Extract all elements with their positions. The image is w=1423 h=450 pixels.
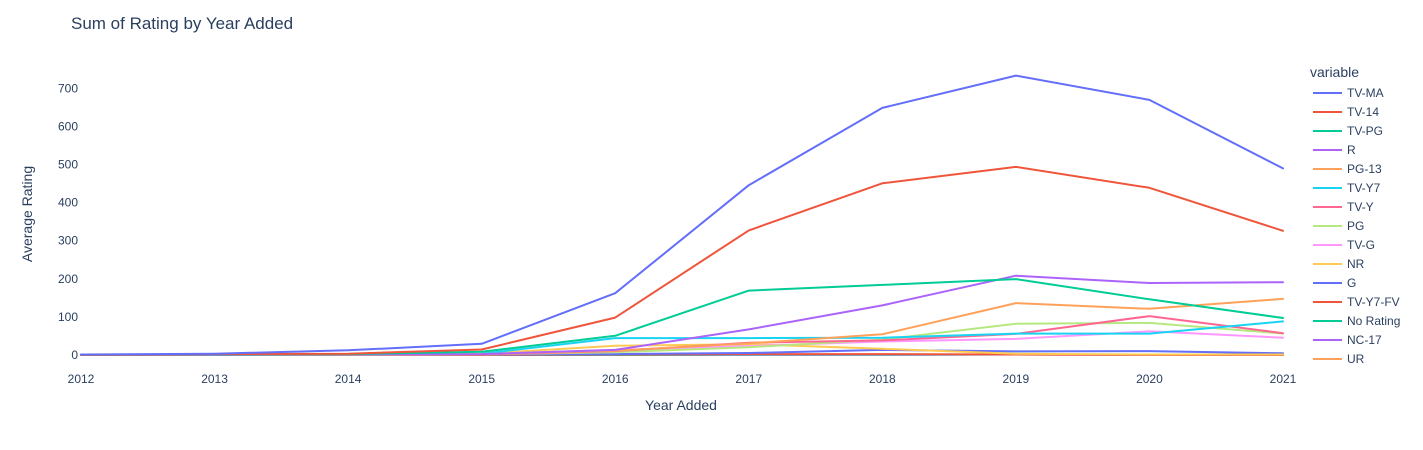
series-line-r [80,274,1284,356]
legend-label: NC-17 [1347,333,1382,347]
legend-label: R [1347,143,1356,157]
legend-item[interactable]: TV-Y [1313,200,1374,214]
x-axis-title: Year Added [645,397,717,413]
y-axis-ticks: 0 100 200 300 400 500 600 700 [58,82,78,362]
series-line-pg-13 [80,297,1284,356]
x-tick-label: 2015 [468,372,495,386]
legend-label: TV-MA [1347,86,1384,100]
legend: variable TV-MA TV-14 TV-PG R PG-13 TV-Y7 TV-Y P… [1310,64,1400,366]
legend-label: TV-Y [1347,200,1374,214]
x-axis-ticks: 2012 2013 2014 2015 2016 2017 2018 2019 2020 2021 [68,372,1297,386]
legend-label: TV-G [1347,238,1375,252]
legend-item[interactable]: R [1313,143,1356,157]
chart-title: Sum of Rating by Year Added [71,14,293,33]
x-tick-label: 2013 [201,372,228,386]
legend-label: PG [1347,219,1364,233]
legend-label: UR [1347,352,1365,366]
series-line-tv-ma [80,74,1284,356]
legend-item[interactable]: TV-Y7 [1313,181,1381,195]
x-tick-label: 2021 [1270,372,1297,386]
y-tick-label: 500 [58,158,78,172]
series-line-tv-pg [80,278,1284,356]
series-line-tv-14 [80,165,1284,356]
legend-item[interactable]: PG [1313,219,1364,233]
legend-item[interactable]: TV-Y7-FV [1313,295,1400,309]
y-axis-title: Average Rating [19,166,35,262]
y-tick-label: 0 [71,348,78,362]
legend-item[interactable]: TV-PG [1313,124,1383,138]
legend-item[interactable]: TV-MA [1313,86,1384,100]
legend-item[interactable]: UR [1313,352,1365,366]
legend-item[interactable]: TV-14 [1313,105,1379,119]
legend-item[interactable]: No Rating [1313,314,1400,328]
legend-label: G [1347,276,1356,290]
y-tick-label: 600 [58,120,78,134]
legend-title: variable [1310,64,1359,80]
x-tick-label: 2012 [68,372,95,386]
legend-label: NR [1347,257,1365,271]
legend-label: TV-Y7-FV [1347,295,1400,309]
y-tick-label: 700 [58,82,78,96]
x-tick-label: 2016 [602,372,629,386]
legend-item[interactable]: PG-13 [1313,162,1382,176]
legend-item[interactable]: NR [1313,257,1365,271]
legend-item[interactable]: G [1313,276,1356,290]
legend-item[interactable]: NC-17 [1313,333,1382,347]
x-tick-label: 2014 [335,372,362,386]
y-tick-label: 400 [58,196,78,210]
series-layer [80,74,1284,356]
legend-label: PG-13 [1347,162,1382,176]
legend-label: TV-14 [1347,105,1379,119]
legend-label: TV-Y7 [1347,181,1381,195]
y-tick-label: 300 [58,234,78,248]
y-tick-label: 200 [58,272,78,286]
x-tick-label: 2019 [1003,372,1030,386]
legend-label: No Rating [1347,314,1400,328]
x-tick-label: 2017 [735,372,762,386]
legend-item[interactable]: TV-G [1313,238,1375,252]
legend-label: TV-PG [1347,124,1383,138]
x-tick-label: 2020 [1136,372,1163,386]
y-tick-label: 100 [58,310,78,324]
x-tick-label: 2018 [869,372,896,386]
